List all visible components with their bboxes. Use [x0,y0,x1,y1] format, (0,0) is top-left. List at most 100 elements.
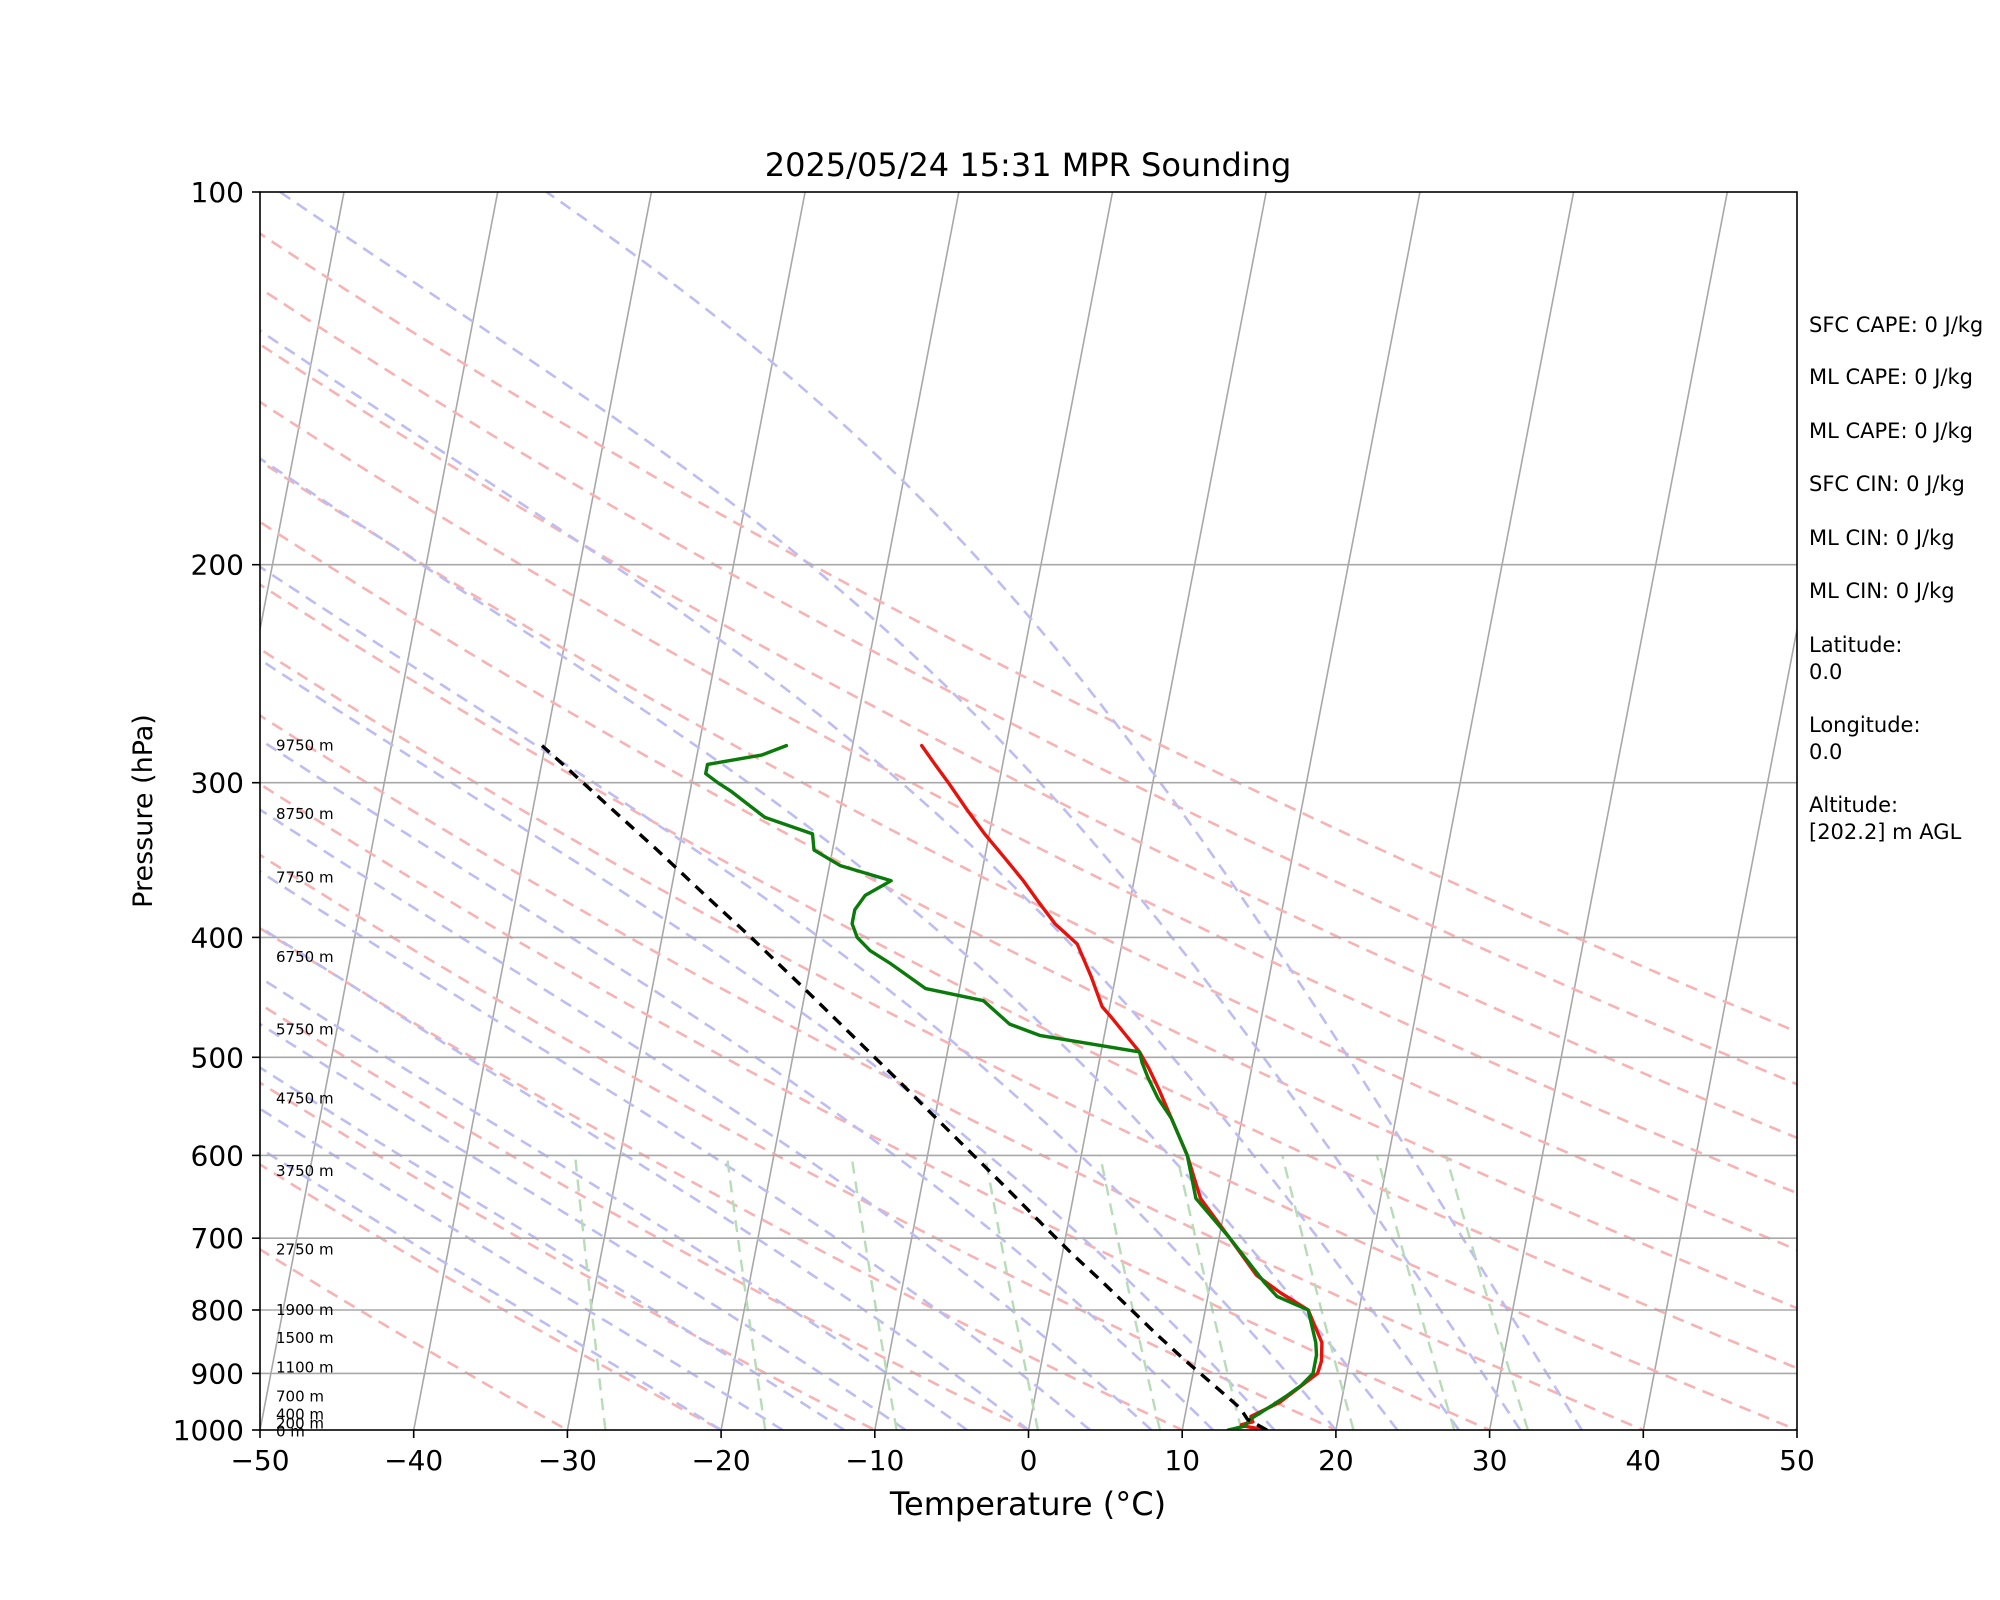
moist-adiabat-line [260,1146,722,1430]
isotherm-line [874,192,1114,1430]
x-tick-label: −30 [538,1444,597,1477]
stat-value: [202.2] m AGL [1809,820,1962,844]
height-label: 8750 m [276,805,334,823]
x-tick-label: 0 [1020,1444,1038,1477]
isotherm-line [1181,192,1421,1430]
isotherm-line [0,164,196,1456]
isotherm-line [1027,192,1268,1430]
isotherm-line [260,192,499,1430]
isotherm-line [412,192,653,1430]
stat-label: ML CAPE: 0 J/kg [1809,365,1973,389]
y-axis-ticks: 100 200 300 400 500 600 700 800 900 1000 [173,176,260,1447]
chart-title: 2025/05/24 15:31 MPR Sounding [765,146,1292,184]
mixing-ratio-line [1375,1155,1456,1430]
x-tick-label: −20 [692,1444,751,1477]
dry-adiabat-line [260,400,1797,1195]
x-tick-label: 50 [1779,1444,1815,1477]
y-tick-label: 800 [191,1294,244,1327]
dry-adiabat-line [260,1162,724,1430]
moist-adiabat-line [260,456,1399,1430]
moist-adiabat-line [545,192,1583,1430]
x-axis-ticks: −50 −40 −30 −20 −10 0 10 20 30 40 50 [230,1430,1815,1477]
stat-label: ML CIN: 0 J/kg [1809,526,1955,550]
x-tick-label: −10 [845,1444,904,1477]
height-label: 200 m [276,1415,324,1433]
mixing-ratio-line [573,1155,607,1430]
y-tick-label: 1000 [173,1414,244,1447]
height-label: 700 m [276,1388,324,1406]
moist-adiabat-line [260,1022,907,1430]
moist-adiabat-line [260,565,1337,1430]
background-lines [0,164,2000,1456]
moist-adiabat-line [260,1066,845,1430]
stat-label: ML CIN: 0 J/kg [1809,579,1955,603]
height-label: 9750 m [276,737,334,755]
height-label: 400 m [276,1406,324,1424]
stat-value: 0.0 [1809,740,1842,764]
moist-adiabat-line [279,192,1522,1430]
x-axis-label: Temperature (°C) [889,1485,1166,1523]
stat-label: Longitude: [1809,713,1921,737]
y-tick-label: 900 [191,1357,244,1390]
height-label: 0 m [276,1423,305,1441]
height-label: 6750 m [276,948,334,966]
height-labels: 9750 m 8750 m 7750 m 6750 m 5750 m 4750 m 3750… [276,737,334,1441]
stat-label: SFC CAPE: 0 J/kg [1809,313,1983,337]
isotherm-line [1946,164,2000,1456]
x-tick-label: 10 [1164,1444,1200,1477]
isotherm-line [1642,625,1797,1430]
y-tick-label: 600 [191,1139,244,1172]
moist-adiabat-line [260,329,1460,1430]
height-label: 2750 m [276,1241,334,1259]
plot-frame [259,191,1798,1431]
x-tick-label: 30 [1472,1444,1508,1477]
height-label: 1100 m [276,1358,334,1376]
moist-adiabat-line [260,976,968,1430]
height-label: 7750 m [276,869,334,887]
height-label: 3750 m [276,1162,334,1180]
height-label: 5750 m [276,1021,334,1039]
y-tick-label: 700 [191,1222,244,1255]
x-tick-label: 40 [1625,1444,1661,1477]
y-tick-label: 200 [191,549,244,582]
dry-adiabat-line [260,713,1647,1430]
mixing-ratio-line [850,1155,898,1430]
stat-label: SFC CIN: 0 J/kg [1809,472,1965,496]
sounding-stats: SFC CAPE: 0 J/kg ML CAPE: 0 J/kg ML CAPE: … [1809,313,1983,844]
dry-adiabat-line [260,520,1797,1310]
isotherm-line [0,164,42,1456]
height-label: 4750 m [276,1090,334,1108]
mixing-ratio-line [1281,1155,1355,1430]
isotherm-line [566,192,806,1430]
dewpoint-profile-line [704,743,1319,1430]
stat-label: Latitude: [1809,633,1903,657]
isotherm-line [1335,192,1575,1430]
stat-value: 0.0 [1809,660,1842,684]
dry-adiabat-line [260,232,1797,1034]
moist-adiabat-line [260,870,1091,1430]
y-tick-label: 500 [191,1041,244,1074]
moist-adiabat-line [260,657,1276,1430]
height-label: 1500 m [276,1329,334,1347]
profile-lines [540,743,1324,1430]
dry-adiabat-line [260,342,1797,1140]
dry-adiabat-line [260,459,1797,1252]
isotherm-line [1488,192,1729,1430]
dry-adiabat-line [260,782,1493,1430]
isobar-grid [260,563,1797,1375]
stat-label: Altitude: [1809,793,1898,817]
dry-adiabat-line [260,582,1797,1370]
mixing-ratio-line [1175,1155,1243,1430]
height-label: 1900 m [276,1301,334,1319]
x-tick-label: 20 [1318,1444,1354,1477]
dry-adiabat-line [260,647,1797,1430]
stat-label: ML CAPE: 0 J/kg [1809,419,1973,443]
mixing-ratio-line [983,1155,1040,1430]
mixing-ratio-line [1098,1155,1162,1430]
dry-adiabat-line [260,1002,1032,1430]
moist-adiabat-line [260,925,1030,1430]
y-tick-label: 100 [191,176,244,209]
isotherm-line [720,192,960,1430]
y-tick-label: 300 [191,767,244,800]
